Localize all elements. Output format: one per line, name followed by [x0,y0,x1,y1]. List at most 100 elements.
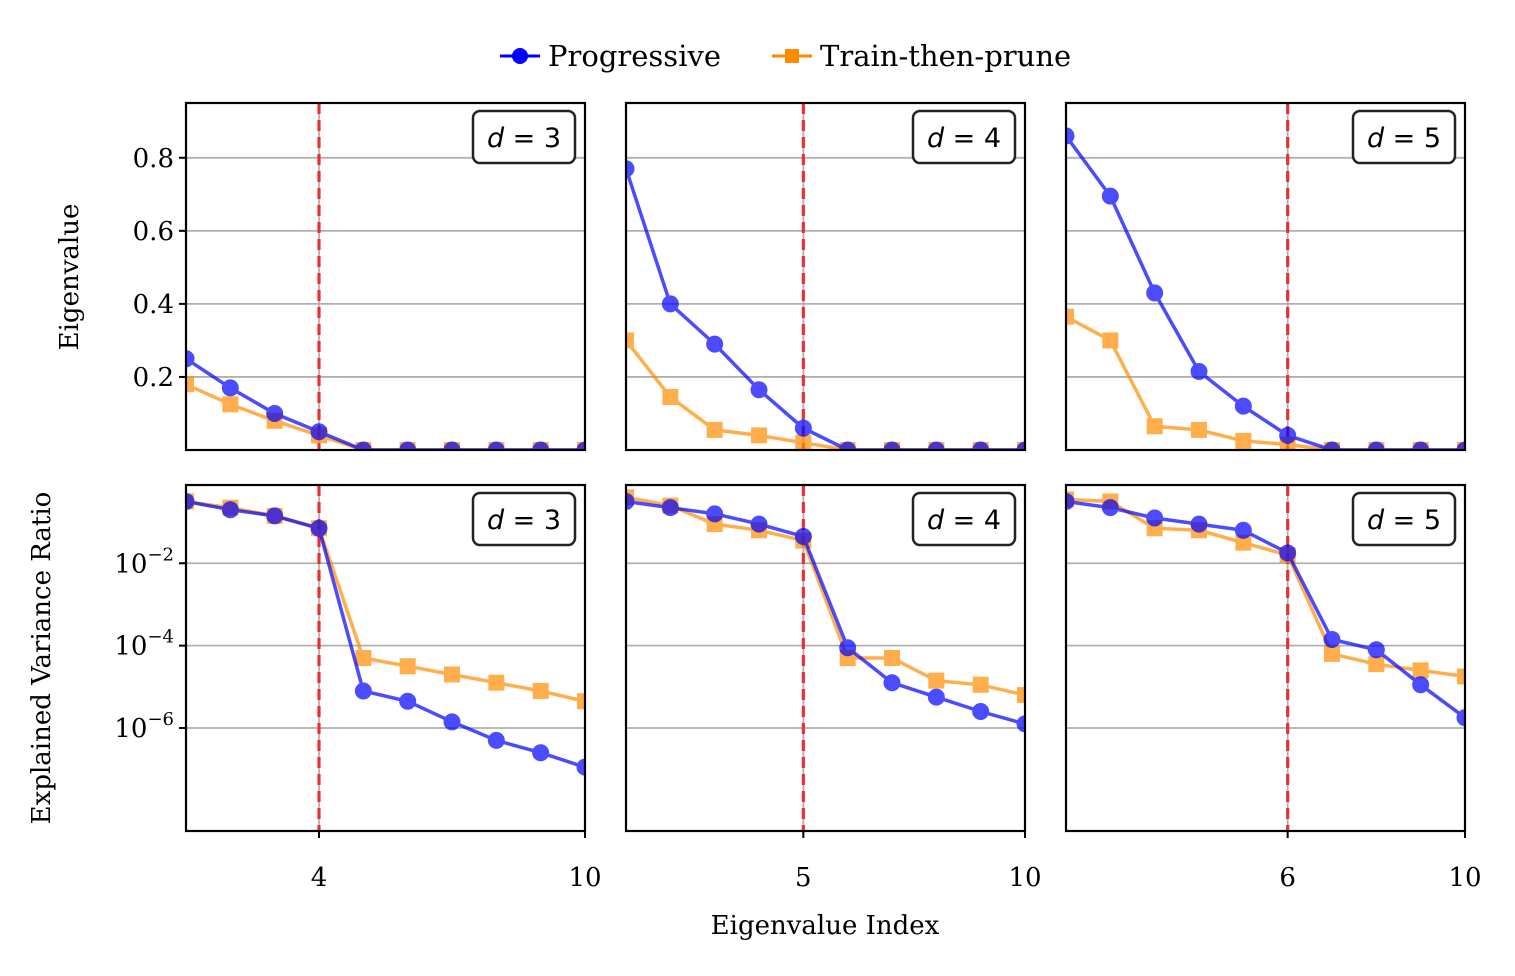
panel-eigenvalue-d4-point-train-then-prune-5 [795,434,812,450]
panel-variance-ratio-d3: d = 3 10−2 10−4 10−6 4 10 [114,483,602,893]
panel-variance-ratio-d5-plot-area [1066,491,1465,727]
panel-variance-ratio-d4-plot-area [626,489,1025,733]
panel-eigenvalue-d3-ytick-label: 0.2 [133,363,174,393]
panel-eigenvalue-d3-point-progressive-10 [576,441,585,450]
panel-variance-ratio-d3-point-progressive-9 [532,744,550,762]
panel-eigenvalue-d3-point-progressive-4 [310,423,328,441]
panel-eigenvalue-d4-frame [624,101,1027,452]
panel-eigenvalue-d3: d = 3 0.2 0.4 0.6 0.8 [133,101,587,452]
panel-variance-ratio-d4-point-progressive-7 [883,674,901,692]
panel-variance-ratio-d4-label: d = 4 [927,505,1001,536]
panel-variance-ratio-d5-point-train-then-prune-7 [1324,645,1340,662]
panel-variance-ratio-d5-point-train-then-prune-9 [1412,662,1429,679]
panel-variance-ratio-d3-point-train-then-prune-8 [488,674,505,691]
panel-variance-ratio-d3-point-train-then-prune-9 [532,682,549,699]
panel-variance-ratio-d5-line-progressive [1066,499,1465,720]
panel-variance-ratio-d4-point-progressive-4 [750,515,768,533]
panel-variance-ratio-d4-point-progressive-3 [706,505,724,523]
panel-variance-ratio-d3-point-progressive-1 [186,492,195,510]
panel-variance-ratio-d3-ytick-label: 10−4 [114,627,174,662]
panel-variance-ratio-d5-label-box [1351,491,1457,547]
panel-eigenvalue-d4-point-progressive-2 [661,295,679,313]
panel-eigenvalue-d5-point-train-then-prune-2 [1102,332,1119,349]
panel-eigenvalue-d3-point-train-then-prune-1 [186,376,194,393]
panel-eigenvalue-d4-point-train-then-prune-1 [626,332,634,349]
panel-variance-ratio-d3-line-progressive [186,499,585,769]
legend-train-then-prune-label: Train-then-prune [820,39,1071,73]
row-ylabel-explained-variance-ratio: Explained Variance Ratio [27,492,57,825]
legend-train-then-prune-marker [785,49,799,63]
panel-eigenvalue-d3-ytick-label: 0.6 [133,217,174,247]
panel-eigenvalue-d4: d = 4 [624,101,1027,452]
panel-eigenvalue-d4-point-progressive-3 [706,335,724,353]
panel-eigenvalue-d4-plot-area [626,160,1025,450]
panel-variance-ratio-d5-point-progressive-7 [1323,630,1341,648]
panel-variance-ratio-d5-point-progressive-3 [1146,509,1164,527]
panel-eigenvalue-d3-point-progressive-6 [399,441,417,450]
panel-variance-ratio-d5-point-progressive-9 [1412,676,1430,694]
panel-eigenvalue-d4-point-progressive-10 [1016,441,1025,450]
panel-variance-ratio-d5-point-progressive-2 [1101,499,1119,517]
panel-eigenvalue-d5-point-train-then-prune-3 [1146,418,1163,435]
panel-variance-ratio-d4-point-progressive-10 [1016,715,1025,733]
panel-eigenvalue-d3-point-progressive-2 [221,379,239,397]
panel-variance-ratio-d5: d = 5 6 10 [1064,483,1482,893]
panel-variance-ratio-d3-label: d = 3 [487,505,561,536]
panel-eigenvalue-d5-series-train-then-prune [1066,308,1465,450]
panel-eigenvalue-d3-point-train-then-prune-2 [222,396,239,413]
legend-progressive-label: Progressive [548,39,721,73]
panel-eigenvalue-d4-point-train-then-prune-4 [751,427,767,444]
panel-eigenvalue-d5-point-progressive-4 [1190,362,1208,380]
panel-eigenvalue-d5-series-progressive [1066,127,1465,450]
legend: Progressive Train-then-prune [500,39,1071,73]
panel-eigenvalue-d4-line-progressive [626,168,1025,450]
panel-variance-ratio-d4-label-box [911,491,1017,547]
panel-eigenvalue-d4-point-train-then-prune-3 [706,421,723,438]
panel-variance-ratio-d5-point-train-then-prune-10 [1457,668,1465,685]
panel-eigenvalue-d5-frame [1064,101,1467,452]
panel-variance-ratio-d3-xtick-label: 4 [311,863,328,893]
panel-variance-ratio-d5-label: d = 5 [1367,505,1441,536]
panel-variance-ratio-d5-point-progressive-4 [1190,515,1208,533]
panel-eigenvalue-d3-point-progressive-3 [266,404,284,422]
panel-eigenvalue-d3-point-progressive-5 [354,441,372,450]
panel-eigenvalue-d5-point-progressive-1 [1066,127,1075,145]
panel-eigenvalue-d5-point-train-then-prune-4 [1191,421,1207,438]
panel-variance-ratio-d3-point-progressive-7 [443,713,461,731]
panel-variance-ratio-d4-point-train-then-prune-10 [1017,687,1025,704]
panel-variance-ratio-d4-point-train-then-prune-9 [972,676,989,693]
panel-variance-ratio-d3-frame [184,483,587,833]
panel-variance-ratio-d4-point-progressive-1 [626,492,635,510]
panel-eigenvalue-d4-line-train-then-prune [626,339,1025,450]
panel-variance-ratio-d5-xtick-label: 6 [1279,863,1296,893]
panel-eigenvalue-d4-point-progressive-5 [794,419,812,437]
panel-variance-ratio-d4-frame [624,483,1027,833]
panel-eigenvalue-d3-point-progressive-9 [532,441,550,450]
panels: d = 30.20.40.60.8d = 310−210−410−64 10d =… [114,101,1482,893]
panel-eigenvalue-d4-label: d = 4 [927,123,1001,154]
panel-variance-ratio-d3-point-train-then-prune-7 [444,666,460,683]
panel-eigenvalue-d5-point-progressive-5 [1234,397,1252,415]
panel-eigenvalue-d4-point-progressive-1 [626,160,635,178]
panel-variance-ratio-d3-point-train-then-prune-5 [355,650,372,666]
panel-variance-ratio-d5-point-progressive-10 [1456,709,1465,727]
panel-variance-ratio-d4-line-train-then-prune [626,495,1025,697]
panel-variance-ratio-d5-point-progressive-6 [1279,544,1297,562]
panel-variance-ratio-d4: d = 4 5 10 [624,483,1042,893]
panel-variance-ratio-d5-point-progressive-1 [1066,492,1075,510]
panel-variance-ratio-d3-ytick-label: 10−2 [114,544,174,579]
panel-eigenvalue-d3-point-progressive-8 [487,441,505,450]
panel-eigenvalue-d5-point-train-then-prune-5 [1235,432,1252,449]
panel-variance-ratio-d3-point-progressive-2 [221,501,239,519]
panel-eigenvalue-d3-ytick-label: 0.4 [133,290,174,320]
panel-eigenvalue-d5-point-progressive-6 [1279,426,1297,444]
panel-eigenvalue-d5-point-progressive-9 [1412,441,1430,450]
panel-eigenvalue-d4-point-progressive-4 [750,381,768,399]
panel-variance-ratio-d5-point-progressive-5 [1234,521,1252,539]
panel-variance-ratio-d4-point-progressive-9 [972,703,990,721]
x-axis-label: Eigenvalue Index [711,911,940,941]
panel-variance-ratio-d4-series-progressive [626,492,1025,733]
panel-eigenvalue-d3-ytick-label: 0.8 [133,144,174,174]
